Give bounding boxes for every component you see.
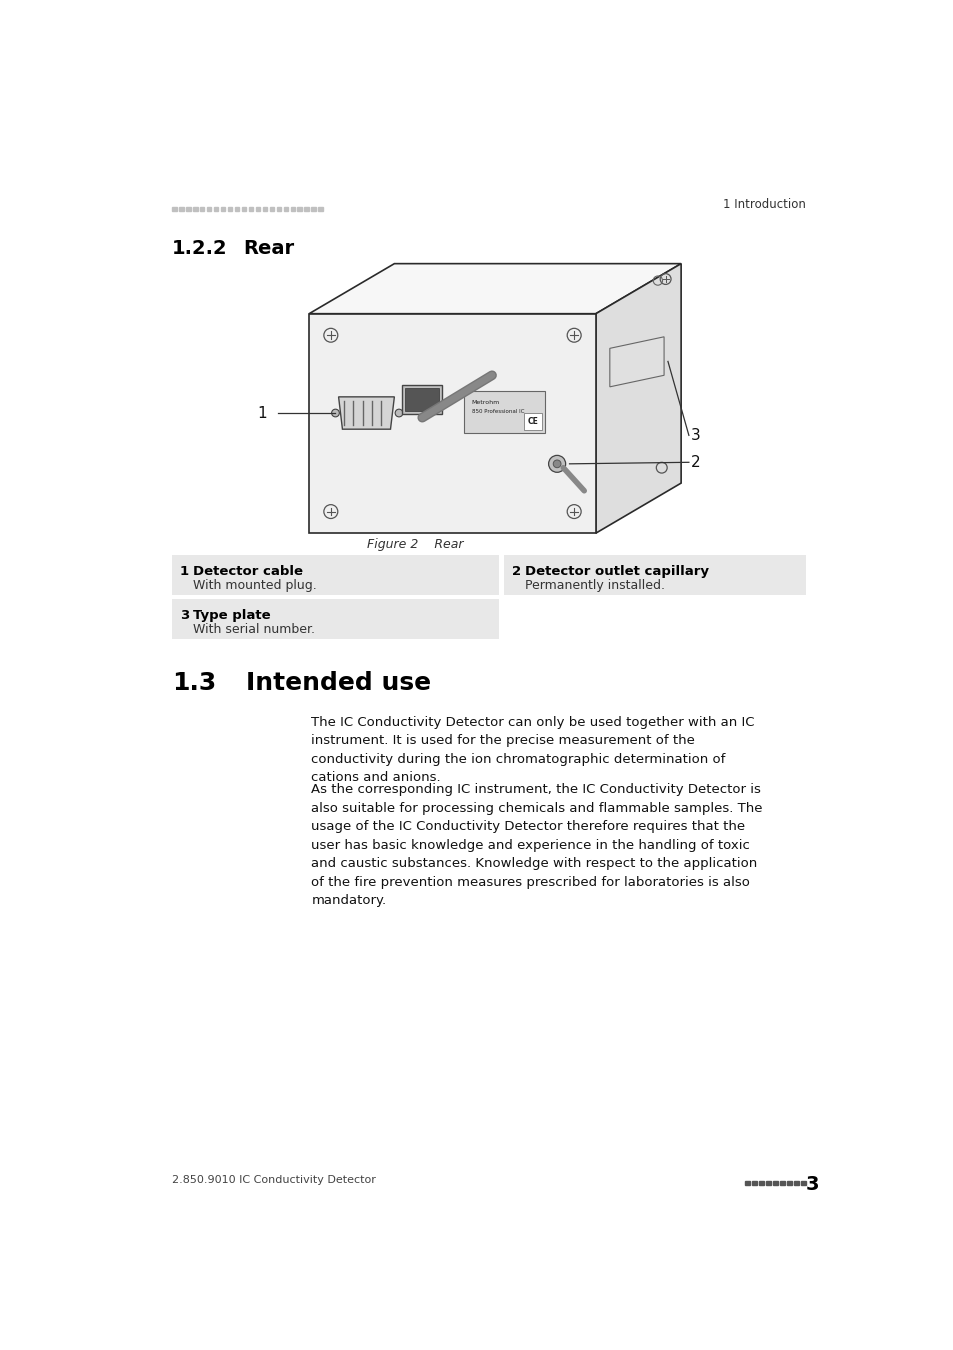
Bar [199, 207, 204, 212]
Bar [172, 555, 498, 595]
Text: Permanently installed.: Permanently installed. [525, 579, 664, 593]
Bar [213, 207, 218, 212]
Text: 3: 3 [179, 609, 189, 622]
Circle shape [548, 455, 565, 472]
Text: 1: 1 [179, 566, 189, 579]
Bar [402, 385, 442, 414]
Circle shape [553, 460, 560, 467]
Bar [228, 207, 233, 212]
Bar [172, 207, 176, 212]
Text: 1.2.2: 1.2.2 [172, 239, 228, 258]
Bar [523, 413, 542, 429]
Bar [752, 1181, 757, 1185]
Text: Detector outlet capillary: Detector outlet capillary [525, 566, 709, 579]
Polygon shape [609, 336, 663, 387]
Bar [773, 1181, 778, 1185]
Bar [249, 207, 253, 212]
Bar [744, 1181, 749, 1185]
Text: 2: 2 [512, 566, 520, 579]
Bar [309, 313, 596, 533]
Bar [283, 207, 288, 212]
Bar [405, 387, 439, 410]
Text: 2.850.9010 IC Conductivity Detector: 2.850.9010 IC Conductivity Detector [172, 1176, 375, 1185]
Bar [780, 1181, 784, 1185]
Bar [234, 207, 239, 212]
Text: The IC Conductivity Detector can only be used together with an IC
instrument. It: The IC Conductivity Detector can only be… [311, 716, 754, 784]
Bar [220, 207, 225, 212]
Text: With serial number.: With serial number. [193, 624, 314, 636]
Bar [270, 207, 274, 212]
Bar [241, 207, 246, 212]
Text: Rear: Rear [243, 239, 294, 258]
Text: 2: 2 [691, 455, 700, 470]
Text: 1.3: 1.3 [172, 671, 216, 695]
Bar [276, 207, 281, 212]
Bar [297, 207, 302, 212]
Bar [765, 1181, 770, 1185]
Bar [311, 207, 315, 212]
Polygon shape [596, 263, 680, 533]
Polygon shape [338, 397, 394, 429]
Text: 3: 3 [691, 428, 700, 443]
Bar [172, 598, 498, 639]
Text: 3: 3 [805, 1176, 819, 1195]
Text: CE: CE [527, 417, 538, 427]
Bar [464, 390, 545, 433]
Circle shape [332, 409, 339, 417]
Text: 850 Professional IC: 850 Professional IC [472, 409, 524, 414]
Circle shape [395, 409, 402, 417]
Bar [759, 1181, 763, 1185]
Bar [179, 207, 183, 212]
Polygon shape [309, 263, 680, 313]
Bar [255, 207, 260, 212]
Bar [304, 207, 309, 212]
Text: 1 Introduction: 1 Introduction [722, 198, 805, 211]
Text: Intended use: Intended use [245, 671, 430, 695]
Bar [318, 207, 323, 212]
Bar [207, 207, 212, 212]
Text: Figure 2    Rear: Figure 2 Rear [367, 537, 463, 551]
Text: As the corresponding IC instrument, the IC Conductivity Detector is
also suitabl: As the corresponding IC instrument, the … [311, 783, 762, 907]
Text: Metrohm: Metrohm [472, 400, 499, 405]
Bar [193, 207, 197, 212]
Bar [794, 1181, 798, 1185]
Text: Detector cable: Detector cable [193, 566, 302, 579]
Bar [291, 207, 294, 212]
Bar [786, 1181, 791, 1185]
Bar [801, 1181, 805, 1185]
Text: With mounted plug.: With mounted plug. [193, 579, 316, 593]
Bar [262, 207, 267, 212]
Bar [186, 207, 191, 212]
Text: 1: 1 [256, 405, 266, 420]
Text: Type plate: Type plate [193, 609, 271, 622]
Bar [504, 555, 805, 595]
